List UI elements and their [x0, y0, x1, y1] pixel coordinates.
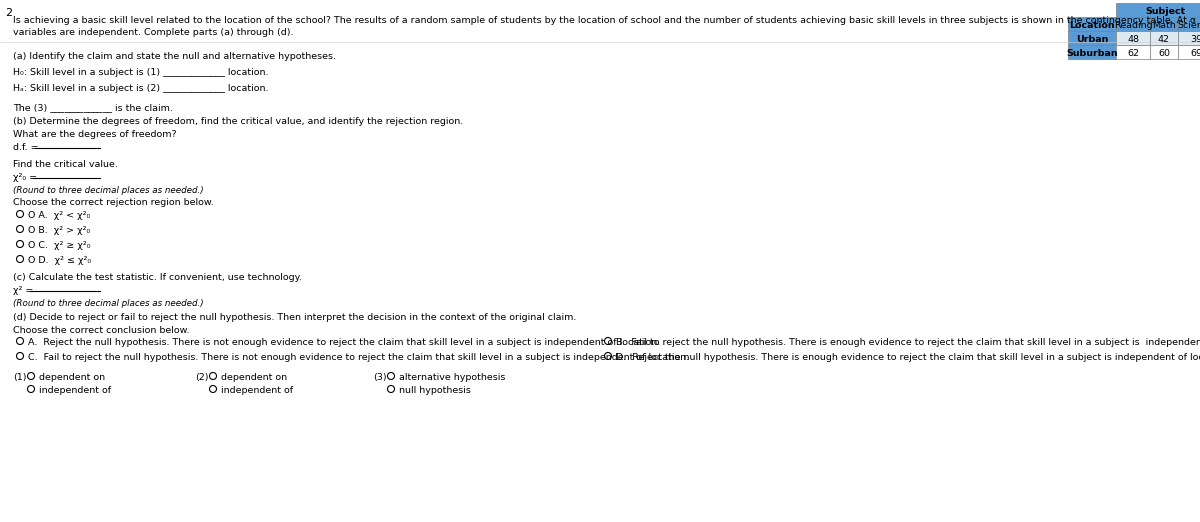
- Text: variables are independent. Complete parts (a) through (d).: variables are independent. Complete part…: [13, 28, 294, 37]
- Bar: [1116, 31, 1150, 45]
- Text: H₀: Skill level in a subject is (1) _____________ location.: H₀: Skill level in a subject is (1) ____…: [13, 68, 269, 77]
- Text: Is achieving a basic skill level related to the location of the school? The resu: Is achieving a basic skill level related…: [13, 16, 1200, 25]
- Bar: [1178, 45, 1200, 59]
- Text: (d) Decide to reject or fail to reject the null hypothesis. Then interpret the d: (d) Decide to reject or fail to reject t…: [13, 313, 576, 322]
- Text: (c) Calculate the test statistic. If convenient, use technology.: (c) Calculate the test statistic. If con…: [13, 273, 302, 282]
- Text: d.f. =: d.f. =: [13, 143, 42, 152]
- Text: B.  Fail to reject the null hypothesis. There is enough evidence to reject the c: B. Fail to reject the null hypothesis. T…: [616, 338, 1200, 347]
- Text: What are the degrees of freedom?: What are the degrees of freedom?: [13, 130, 176, 139]
- Text: O C.  χ² ≥ χ²₀: O C. χ² ≥ χ²₀: [28, 241, 90, 250]
- Text: A.  Reject the null hypothesis. There is not enough evidence to reject the claim: A. Reject the null hypothesis. There is …: [28, 338, 660, 347]
- Text: dependent on: dependent on: [38, 373, 106, 382]
- Bar: [1178, 17, 1200, 31]
- Text: (2): (2): [194, 373, 209, 382]
- Text: independent of: independent of: [221, 386, 293, 395]
- Text: Suburban: Suburban: [1066, 49, 1118, 57]
- Text: (1): (1): [13, 373, 26, 382]
- Text: 48: 48: [1127, 34, 1139, 43]
- Text: χ² =: χ² =: [13, 286, 36, 295]
- Text: O B.  χ² > χ²₀: O B. χ² > χ²₀: [28, 226, 90, 235]
- Text: (3): (3): [373, 373, 386, 382]
- Text: 42: 42: [1158, 34, 1170, 43]
- Text: C.  Fail to reject the null hypothesis. There is not enough evidence to reject t: C. Fail to reject the null hypothesis. T…: [28, 353, 689, 362]
- Bar: [1150, 45, 1178, 59]
- Bar: [1150, 17, 1178, 31]
- Text: O A.  χ² < χ²₀: O A. χ² < χ²₀: [28, 211, 90, 220]
- Text: independent of: independent of: [38, 386, 112, 395]
- Text: Science: Science: [1177, 20, 1200, 30]
- Text: (a) Identify the claim and state the null and alternative hypotheses.: (a) Identify the claim and state the nul…: [13, 52, 336, 61]
- Bar: [1116, 17, 1150, 31]
- Text: Choose the correct rejection region below.: Choose the correct rejection region belo…: [13, 198, 214, 207]
- Text: D.  Reject the null hypothesis. There is enough evidence to reject the claim tha: D. Reject the null hypothesis. There is …: [616, 353, 1200, 362]
- Text: null hypothesis: null hypothesis: [398, 386, 470, 395]
- Text: 39: 39: [1190, 34, 1200, 43]
- Bar: [1150, 31, 1178, 45]
- Text: 60: 60: [1158, 49, 1170, 57]
- Text: Subject: Subject: [1145, 6, 1186, 16]
- Bar: [1116, 45, 1150, 59]
- Text: O D.  χ² ≤ χ²₀: O D. χ² ≤ χ²₀: [28, 256, 91, 265]
- Text: (Round to three decimal places as needed.): (Round to three decimal places as needed…: [13, 186, 204, 195]
- Text: The (3) _____________ is the claim.: The (3) _____________ is the claim.: [13, 103, 173, 112]
- Text: Urban: Urban: [1076, 34, 1108, 43]
- Text: Choose the correct conclusion below.: Choose the correct conclusion below.: [13, 326, 190, 335]
- Bar: [1178, 31, 1200, 45]
- Text: Hₐ: Skill level in a subject is (2) _____________ location.: Hₐ: Skill level in a subject is (2) ____…: [13, 84, 269, 93]
- Text: (b) Determine the degrees of freedom, find the critical value, and identify the : (b) Determine the degrees of freedom, fi…: [13, 117, 463, 126]
- Text: 2: 2: [5, 8, 12, 18]
- Bar: [1068, 17, 1116, 31]
- Text: 69: 69: [1190, 49, 1200, 57]
- Text: χ²₀ =: χ²₀ =: [13, 173, 40, 182]
- Text: dependent on: dependent on: [221, 373, 287, 382]
- Text: Location: Location: [1069, 20, 1115, 30]
- Text: 62: 62: [1127, 49, 1139, 57]
- Text: Reading: Reading: [1114, 20, 1152, 30]
- Bar: [1068, 45, 1116, 59]
- Text: Find the critical value.: Find the critical value.: [13, 160, 118, 169]
- Text: alternative hypothesis: alternative hypothesis: [398, 373, 505, 382]
- Text: Math: Math: [1152, 20, 1176, 30]
- Text: (Round to three decimal places as needed.): (Round to three decimal places as needed…: [13, 299, 204, 308]
- Bar: [1116, 3, 1200, 17]
- Bar: [1068, 31, 1116, 45]
